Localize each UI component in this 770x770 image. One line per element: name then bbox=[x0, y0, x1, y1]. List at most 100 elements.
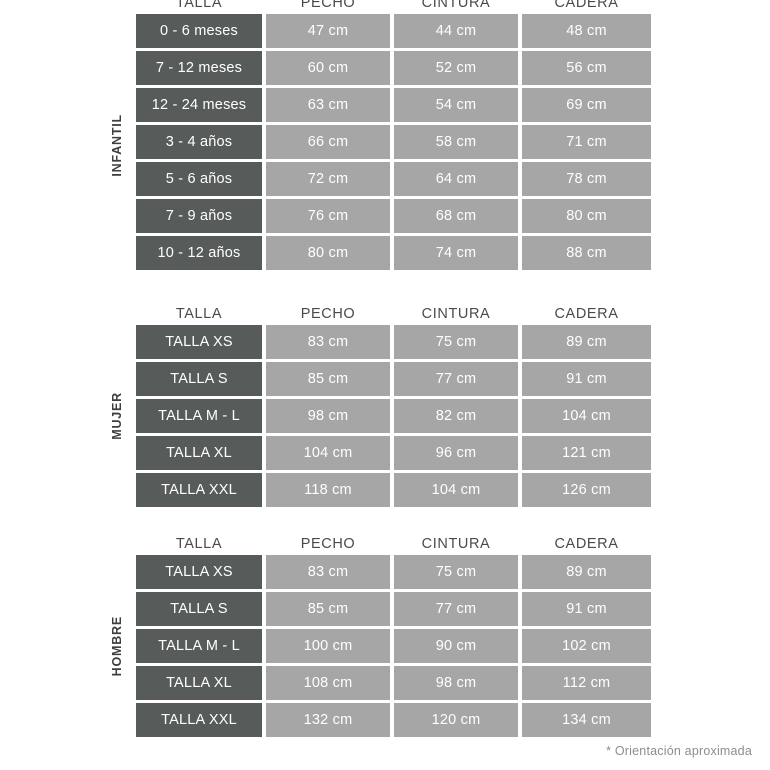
table-row: TALLA S 85 cm 77 cm 91 cm bbox=[136, 592, 770, 626]
column-header-cadera: CADERA bbox=[554, 305, 619, 322]
cell-pecho: 60 cm bbox=[266, 51, 390, 85]
cell-talla: TALLA XL bbox=[136, 666, 262, 700]
table-row: TALLA XXL 118 cm 104 cm 126 cm bbox=[136, 473, 770, 507]
table-row: 7 - 9 años 76 cm 68 cm 80 cm bbox=[136, 199, 770, 233]
cell-cadera: 80 cm bbox=[522, 199, 651, 233]
table-body: TALLA XS 83 cm 75 cm 89 cm TALLA S 85 cm… bbox=[0, 325, 770, 507]
cell-pecho: 132 cm bbox=[266, 703, 390, 737]
table-row: TALLA M - L 98 cm 82 cm 104 cm bbox=[136, 399, 770, 433]
column-header-pecho: PECHO bbox=[300, 305, 356, 322]
cell-cadera: 104 cm bbox=[522, 399, 651, 433]
table-row: TALLA XXL 132 cm 120 cm 134 cm bbox=[136, 703, 770, 737]
size-section-mujer: TALLA PECHO CINTURA CADERA MUJER TALLA X… bbox=[0, 297, 770, 507]
cell-talla: TALLA M - L bbox=[136, 399, 262, 433]
column-header-talla: TALLA bbox=[175, 305, 223, 322]
cell-cadera: 71 cm bbox=[522, 125, 651, 159]
cell-cintura: 64 cm bbox=[394, 162, 518, 196]
cell-talla: 12 - 24 meses bbox=[136, 88, 262, 122]
cell-cadera: 89 cm bbox=[522, 555, 651, 589]
cell-cintura: 77 cm bbox=[394, 362, 518, 396]
group-label-hombre: HOMBRE bbox=[0, 555, 136, 737]
cell-cadera: 91 cm bbox=[522, 592, 651, 626]
column-header-pecho: PECHO bbox=[300, 0, 356, 11]
cell-cintura: 120 cm bbox=[394, 703, 518, 737]
size-section-hombre: TALLA PECHO CINTURA CADERA HOMBRE TALLA … bbox=[0, 527, 770, 737]
cell-cadera: 48 cm bbox=[522, 14, 651, 48]
cell-pecho: 85 cm bbox=[266, 362, 390, 396]
cell-talla: 3 - 4 años bbox=[136, 125, 262, 159]
cell-pecho: 108 cm bbox=[266, 666, 390, 700]
table-body: 0 - 6 meses 47 cm 44 cm 48 cm 7 - 12 mes… bbox=[0, 14, 770, 270]
column-header-cadera: CADERA bbox=[554, 535, 619, 552]
table-row: 10 - 12 años 80 cm 74 cm 88 cm bbox=[136, 236, 770, 270]
cell-cadera: 56 cm bbox=[522, 51, 651, 85]
cell-pecho: 98 cm bbox=[266, 399, 390, 433]
cell-pecho: 80 cm bbox=[266, 236, 390, 270]
cell-cintura: 104 cm bbox=[394, 473, 518, 507]
table-row: TALLA XL 104 cm 96 cm 121 cm bbox=[136, 436, 770, 470]
cell-cintura: 44 cm bbox=[394, 14, 518, 48]
cell-cintura: 77 cm bbox=[394, 592, 518, 626]
cell-pecho: 100 cm bbox=[266, 629, 390, 663]
table-row: TALLA XS 83 cm 75 cm 89 cm bbox=[136, 555, 770, 589]
table-row: TALLA M - L 100 cm 90 cm 102 cm bbox=[136, 629, 770, 663]
cell-cintura: 90 cm bbox=[394, 629, 518, 663]
table-row: 7 - 12 meses 60 cm 52 cm 56 cm bbox=[136, 51, 770, 85]
size-table-mujer: MUJER TALLA XS 83 cm 75 cm 89 cm TALLA S… bbox=[0, 325, 770, 507]
cell-cadera: 126 cm bbox=[522, 473, 651, 507]
cell-pecho: 85 cm bbox=[266, 592, 390, 626]
size-table-infantil: INFANTIL 0 - 6 meses 47 cm 44 cm 48 cm 7… bbox=[0, 14, 770, 270]
cell-cadera: 69 cm bbox=[522, 88, 651, 122]
cell-talla: TALLA S bbox=[136, 362, 262, 396]
cell-cintura: 54 cm bbox=[394, 88, 518, 122]
cell-cintura: 58 cm bbox=[394, 125, 518, 159]
table-row: TALLA XL 108 cm 98 cm 112 cm bbox=[136, 666, 770, 700]
size-table-hombre: HOMBRE TALLA XS 83 cm 75 cm 89 cm TALLA … bbox=[0, 555, 770, 737]
table-body: TALLA XS 83 cm 75 cm 89 cm TALLA S 85 cm… bbox=[0, 555, 770, 737]
cell-cadera: 102 cm bbox=[522, 629, 651, 663]
table-row: 0 - 6 meses 47 cm 44 cm 48 cm bbox=[136, 14, 770, 48]
column-header-cintura: CINTURA bbox=[421, 535, 491, 552]
cell-cintura: 68 cm bbox=[394, 199, 518, 233]
column-header-cintura: CINTURA bbox=[421, 305, 491, 322]
column-header-pecho: PECHO bbox=[300, 535, 356, 552]
cell-cintura: 98 cm bbox=[394, 666, 518, 700]
cell-pecho: 83 cm bbox=[266, 555, 390, 589]
footnote-text: * Orientación aproximada bbox=[606, 744, 752, 758]
cell-pecho: 66 cm bbox=[266, 125, 390, 159]
cell-cadera: 112 cm bbox=[522, 666, 651, 700]
cell-cintura: 75 cm bbox=[394, 555, 518, 589]
table-row: 3 - 4 años 66 cm 58 cm 71 cm bbox=[136, 125, 770, 159]
cell-talla: TALLA XXL bbox=[136, 703, 262, 737]
cell-cadera: 121 cm bbox=[522, 436, 651, 470]
cell-pecho: 83 cm bbox=[266, 325, 390, 359]
column-header-cintura: CINTURA bbox=[421, 0, 491, 11]
cell-talla: 5 - 6 años bbox=[136, 162, 262, 196]
cell-pecho: 47 cm bbox=[266, 14, 390, 48]
cell-cadera: 134 cm bbox=[522, 703, 651, 737]
cell-pecho: 118 cm bbox=[266, 473, 390, 507]
cell-talla: 0 - 6 meses bbox=[136, 14, 262, 48]
group-label-mujer: MUJER bbox=[0, 325, 136, 507]
cell-pecho: 63 cm bbox=[266, 88, 390, 122]
cell-talla: TALLA XS bbox=[136, 325, 262, 359]
cell-talla: TALLA XS bbox=[136, 555, 262, 589]
table-row: 5 - 6 años 72 cm 64 cm 78 cm bbox=[136, 162, 770, 196]
size-section-infantil: TALLA PECHO CINTURA CADERA INFANTIL 0 - … bbox=[0, 0, 770, 270]
column-header-row: TALLA PECHO CINTURA CADERA bbox=[0, 297, 770, 325]
group-label-text: HOMBRE bbox=[110, 615, 124, 677]
column-header-row: TALLA PECHO CINTURA CADERA bbox=[0, 0, 770, 14]
table-row: TALLA S 85 cm 77 cm 91 cm bbox=[136, 362, 770, 396]
cell-talla: TALLA S bbox=[136, 592, 262, 626]
table-row: 12 - 24 meses 63 cm 54 cm 69 cm bbox=[136, 88, 770, 122]
column-header-talla: TALLA bbox=[175, 535, 223, 552]
cell-cintura: 96 cm bbox=[394, 436, 518, 470]
cell-cintura: 74 cm bbox=[394, 236, 518, 270]
cell-pecho: 72 cm bbox=[266, 162, 390, 196]
cell-cintura: 75 cm bbox=[394, 325, 518, 359]
cell-talla: 10 - 12 años bbox=[136, 236, 262, 270]
cell-talla: TALLA XL bbox=[136, 436, 262, 470]
cell-talla: 7 - 12 meses bbox=[136, 51, 262, 85]
group-label-text: MUJER bbox=[110, 392, 124, 440]
column-header-talla: TALLA bbox=[175, 0, 223, 11]
